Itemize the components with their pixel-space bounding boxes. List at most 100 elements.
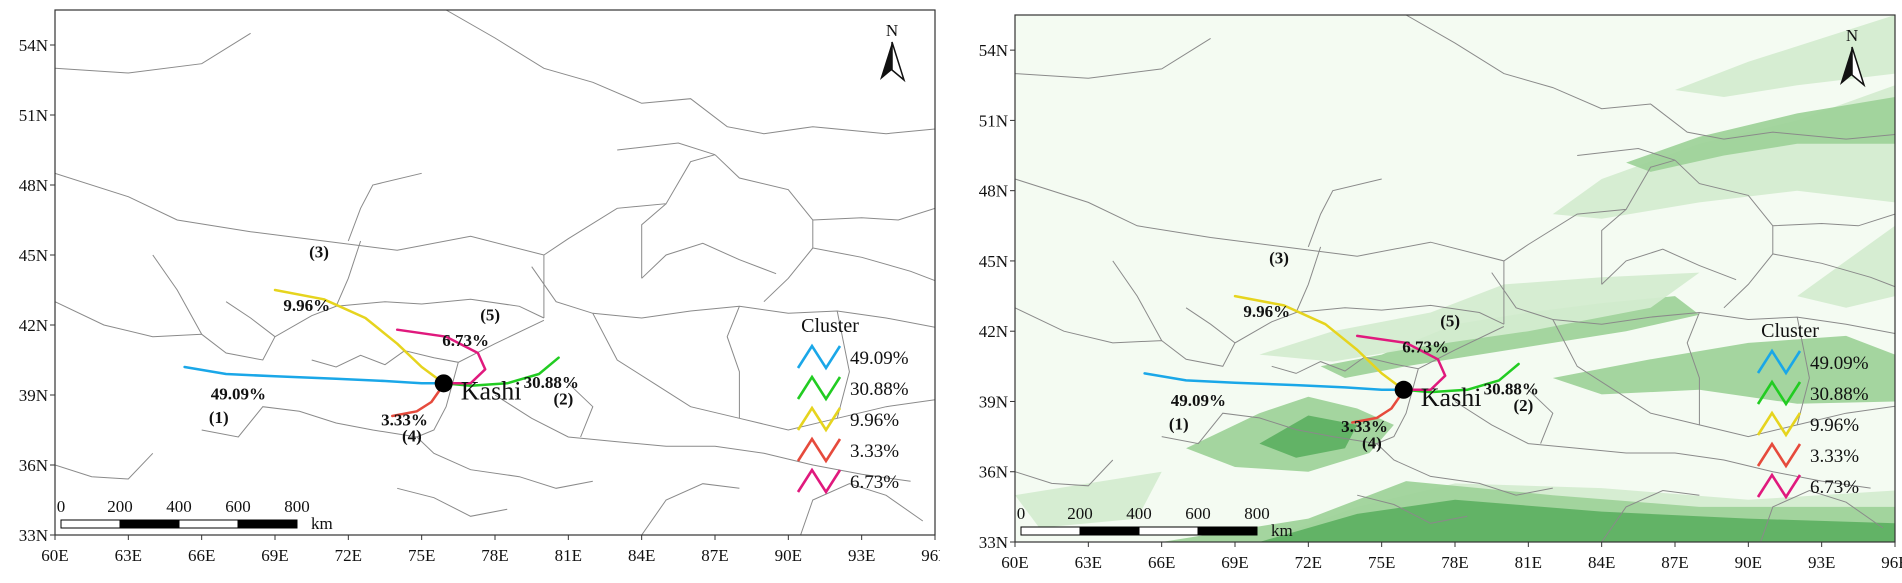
legend-label-3: 9.96% (1810, 415, 1859, 436)
legend-swatch-5 (1756, 472, 1802, 500)
x-tick-label: 72E (1295, 553, 1322, 572)
border-line (1760, 489, 1884, 542)
x-tick-label: 75E (408, 546, 435, 565)
border-line (714, 154, 935, 282)
terrain-patch (1675, 15, 1895, 97)
axis-ticks: 60E 63E 66E 69E 72E 75E 78E 81E 84E 87E 90E 93E 96E 5… (979, 41, 1902, 572)
y-tick-label: 51N (979, 111, 1008, 130)
x-tick-label: 72E (335, 546, 362, 565)
cluster-id-4: (4) (402, 427, 422, 446)
cluster-percent-2: 30.88% (1484, 379, 1539, 398)
trajectory-1 (183, 365, 445, 385)
y-tick-label: 54N (979, 41, 1008, 60)
trajectories-layer (183, 288, 560, 418)
x-tick-label: 93E (848, 546, 875, 565)
terrain-layer (1015, 15, 1895, 542)
border-line (397, 487, 508, 517)
terrain-patch (1259, 415, 1358, 458)
scale-unit: km (1271, 521, 1293, 540)
border-line (416, 436, 593, 489)
y-tick-label: 42N (979, 322, 1008, 341)
legend-label-2: 30.88% (1810, 384, 1869, 405)
border-line (1185, 307, 1236, 344)
border-line (335, 240, 362, 307)
legend-label-1: 49.09% (1810, 353, 1869, 374)
cluster-id-3: (3) (1269, 248, 1289, 267)
x-tick-label: 63E (115, 546, 142, 565)
border-line (1015, 304, 1505, 367)
legend-swatch-3 (1756, 410, 1802, 438)
y-tick-label: 51N (19, 106, 48, 125)
scale-tick-label: 800 (284, 497, 310, 516)
cluster-percent-4: 3.33% (1341, 417, 1388, 436)
border-line (1405, 15, 1895, 140)
scale-segment (1079, 526, 1140, 536)
scale-tick-label: 600 (225, 497, 251, 516)
legend-label-1: 49.09% (850, 348, 909, 369)
y-tick-label: 42N (19, 316, 48, 335)
x-tick-label: 87E (701, 546, 728, 565)
border-line (617, 142, 716, 156)
cluster-percent-5: 6.73% (1402, 337, 1449, 356)
x-tick-label: 60E (41, 546, 68, 565)
map-area: Kashi49.09%(1)30.88%(2)9.96%(3)3.33%(4)6… (55, 10, 935, 535)
scale-segment (178, 519, 239, 529)
terrain-patch (1015, 471, 1162, 528)
x-tick-label: 81E (555, 546, 582, 565)
scale-tick-label: 400 (166, 497, 192, 516)
legend: Cluster 49.09% 30.88% 9.96% 3.33% 6.73% (796, 315, 909, 495)
y-tick-label: 48N (19, 176, 48, 195)
cluster-id-1: (1) (1169, 415, 1189, 434)
y-tick-label: 45N (19, 246, 48, 265)
border-line (812, 207, 935, 221)
legend-label-5: 6.73% (850, 472, 899, 493)
north-arrow-right (1851, 46, 1866, 88)
cluster-id-5: (5) (1440, 312, 1460, 331)
axis-ticks: 60E 63E 66E 69E 72E 75E 78E 81E 84E 87E 90E 93E 96E 5… (19, 36, 940, 565)
terrain-patch (1797, 225, 1895, 308)
border-line (1577, 147, 1676, 161)
y-tick-label: 39N (979, 392, 1008, 411)
border-line (641, 203, 667, 279)
scale-tick-label: 400 (1126, 504, 1152, 523)
border-line (1601, 248, 1737, 285)
y-tick-label: 33N (979, 533, 1008, 552)
legend-swatch-4 (796, 436, 842, 464)
border-line (1295, 246, 1322, 313)
x-tick-label: 66E (188, 546, 215, 565)
legend-swatch-4 (1756, 441, 1802, 469)
legend-swatch-1 (796, 343, 842, 371)
north-arrow-icon: N (880, 21, 906, 83)
x-tick-label: 78E (1441, 553, 1468, 572)
cluster-percent-4: 3.33% (381, 410, 428, 429)
border-line (726, 306, 740, 419)
y-tick-label: 45N (979, 252, 1008, 271)
map-panel-left: Kashi 49.09% (1) 30.88% (2) 9.96% (3) 3.33% (4) 6… (0, 0, 940, 583)
x-tick-label: 63E (1075, 553, 1102, 572)
trajectory-2 (442, 356, 560, 387)
border-line (531, 266, 935, 328)
x-tick-label: 84E (628, 546, 655, 565)
border-line (836, 310, 850, 419)
scale-segment (60, 519, 121, 529)
map-area: Kashi49.09%(1)30.88%(2)9.96%(3)3.33%(4)6… (1015, 15, 1895, 542)
trajectory-4 (391, 386, 443, 418)
x-tick-label: 84E (1588, 553, 1615, 572)
north-label: N (1846, 26, 1858, 45)
terrain-patch (1552, 335, 1895, 404)
border-line (1307, 178, 1382, 248)
legend-swatch-1 (1756, 348, 1802, 376)
legend-label-3: 9.96% (850, 410, 899, 431)
x-tick-label: 93E (1808, 553, 1835, 572)
scale-tick-label: 0 (57, 497, 66, 516)
north-label: N (886, 21, 898, 40)
scale-segment (1197, 526, 1258, 536)
map-right-svg: Kashi49.09%(1)30.88%(2)9.96%(3)3.33%(4)6… (979, 14, 1902, 572)
border-line (1674, 159, 1895, 288)
kashi-marker (1394, 380, 1413, 399)
legend-swatch-5 (796, 467, 842, 495)
border-line (445, 10, 935, 135)
legend-title: Cluster (1761, 320, 1819, 342)
x-tick-label: 60E (1001, 553, 1028, 572)
